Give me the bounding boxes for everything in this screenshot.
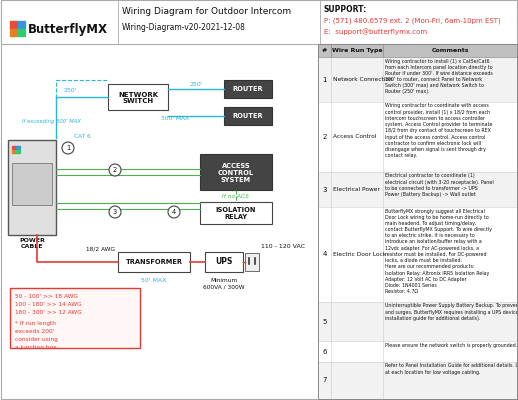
Text: 6: 6 <box>322 348 327 354</box>
Bar <box>1 0 517 44</box>
Text: 2: 2 <box>322 134 327 140</box>
Text: ISOLATION: ISOLATION <box>216 207 256 213</box>
Bar <box>318 172 517 207</box>
Text: Electrical Power: Electrical Power <box>333 187 380 192</box>
Bar <box>224 80 272 98</box>
Text: 4: 4 <box>322 252 327 258</box>
Bar <box>12 150 16 153</box>
Bar <box>118 252 190 272</box>
Text: RELAY: RELAY <box>224 214 248 220</box>
Text: If no ACS: If no ACS <box>223 194 250 200</box>
Text: 180 - 300' >> 12 AWG: 180 - 300' >> 12 AWG <box>15 310 82 315</box>
Bar <box>12 146 16 149</box>
Text: ButterflyMX: ButterflyMX <box>28 24 108 36</box>
Bar <box>18 29 25 36</box>
Text: SUPPORT:: SUPPORT: <box>324 6 367 14</box>
Text: Refer to Panel Installation Guide for additional details. Leave 6' service loop
: Refer to Panel Installation Guide for ad… <box>385 364 518 375</box>
Text: Uninterruptible Power Supply Battery Backup. To prevent voltage drops
and surges: Uninterruptible Power Supply Battery Bac… <box>385 304 518 321</box>
Bar <box>318 207 517 302</box>
Bar <box>15 152 20 155</box>
Text: UPS: UPS <box>215 258 233 266</box>
Text: SWITCH: SWITCH <box>122 98 153 104</box>
Bar <box>318 57 517 102</box>
Text: Electrical contractor to coordinate (1)
electrical circuit (with 3-20 receptacle: Electrical contractor to coordinate (1) … <box>385 174 494 197</box>
Text: 4: 4 <box>172 209 176 215</box>
Text: ROUTER: ROUTER <box>233 113 263 119</box>
Bar <box>10 21 17 28</box>
Text: Wiring-Diagram-v20-2021-12-08: Wiring-Diagram-v20-2021-12-08 <box>122 24 246 32</box>
Bar <box>8 140 56 235</box>
Bar <box>23 152 28 155</box>
Bar <box>318 362 517 399</box>
Bar <box>12 163 52 205</box>
Text: If exceeding 300' MAX: If exceeding 300' MAX <box>22 120 81 124</box>
Text: CABLE: CABLE <box>21 244 43 250</box>
Bar <box>108 84 168 110</box>
Bar <box>205 252 243 272</box>
Text: SYSTEM: SYSTEM <box>221 177 251 183</box>
Bar <box>31 152 36 155</box>
Bar <box>318 44 517 57</box>
Bar <box>14 208 50 215</box>
Text: 5: 5 <box>322 318 327 324</box>
Text: 1: 1 <box>66 145 70 151</box>
Text: ROUTER: ROUTER <box>233 86 263 92</box>
Text: * If run length: * If run length <box>15 321 56 326</box>
Text: ButterflyMX strongly suggest all Electrical
Door Lock wiring to be home-run dire: ButterflyMX strongly suggest all Electri… <box>385 208 492 294</box>
Bar <box>16 146 20 149</box>
Text: POWER: POWER <box>19 238 45 242</box>
Bar <box>10 29 17 36</box>
Bar <box>318 302 517 341</box>
Text: Access Control: Access Control <box>333 134 377 140</box>
Bar <box>200 154 272 190</box>
Text: Wiring contractor to install (1) x Cat5e/Cat6
from each Intercom panel location : Wiring contractor to install (1) x Cat5e… <box>385 58 493 94</box>
Text: 250': 250' <box>63 88 77 94</box>
Text: consider using: consider using <box>15 337 58 342</box>
Text: Electric Door Lock: Electric Door Lock <box>333 252 386 257</box>
Text: 50' MAX: 50' MAX <box>141 278 167 282</box>
Text: 2: 2 <box>113 167 117 173</box>
Text: 50 - 100' >> 18 AWG: 50 - 100' >> 18 AWG <box>15 294 78 299</box>
Text: Comments: Comments <box>431 48 469 53</box>
Circle shape <box>62 142 74 154</box>
Bar <box>318 44 517 399</box>
Text: Network Connection: Network Connection <box>333 77 393 82</box>
Circle shape <box>27 218 37 228</box>
Bar <box>18 21 25 28</box>
Bar <box>10 288 140 348</box>
Text: exceeds 200': exceeds 200' <box>15 329 54 334</box>
Circle shape <box>109 206 121 218</box>
Circle shape <box>109 164 121 176</box>
Text: 3: 3 <box>113 209 117 215</box>
Circle shape <box>168 206 180 218</box>
Text: Wiring Diagram for Outdoor Intercom: Wiring Diagram for Outdoor Intercom <box>122 8 291 16</box>
Bar <box>318 44 517 399</box>
Text: 100 - 180' >> 14 AWG: 100 - 180' >> 14 AWG <box>15 302 82 307</box>
Bar <box>224 107 272 125</box>
Text: 1: 1 <box>322 76 327 82</box>
Text: 600VA / 300W: 600VA / 300W <box>203 284 244 290</box>
Text: 18/2 AWG: 18/2 AWG <box>85 246 114 252</box>
Bar <box>16 150 20 153</box>
Text: 250': 250' <box>189 82 203 86</box>
Bar <box>200 202 272 224</box>
Text: Please ensure the network switch is properly grounded.: Please ensure the network switch is prop… <box>385 342 517 348</box>
Text: TRANSFORMER: TRANSFORMER <box>125 259 182 265</box>
Text: Minimum: Minimum <box>210 278 238 282</box>
Text: E:  support@butterflymx.com: E: support@butterflymx.com <box>324 29 427 35</box>
Text: P: (571) 480.6579 ext. 2 (Mon-Fri, 6am-10pm EST): P: (571) 480.6579 ext. 2 (Mon-Fri, 6am-1… <box>324 18 501 24</box>
Text: CONTROL: CONTROL <box>218 170 254 176</box>
Text: 110 - 120 VAC: 110 - 120 VAC <box>261 244 305 248</box>
Bar <box>245 253 259 271</box>
Bar <box>318 341 517 362</box>
Text: 300' MAX: 300' MAX <box>161 116 189 122</box>
Bar <box>318 102 517 172</box>
Text: Wiring contractor to coordinate with access
control provider, install (1) x 18/2: Wiring contractor to coordinate with acc… <box>385 104 493 158</box>
Text: CAT 6: CAT 6 <box>74 134 91 138</box>
Text: #: # <box>322 48 327 53</box>
Text: 7: 7 <box>322 378 327 384</box>
Text: a junction box: a junction box <box>15 345 56 350</box>
Text: 3: 3 <box>322 186 327 192</box>
Text: ACCESS: ACCESS <box>222 163 250 169</box>
Text: NETWORK: NETWORK <box>118 92 158 98</box>
